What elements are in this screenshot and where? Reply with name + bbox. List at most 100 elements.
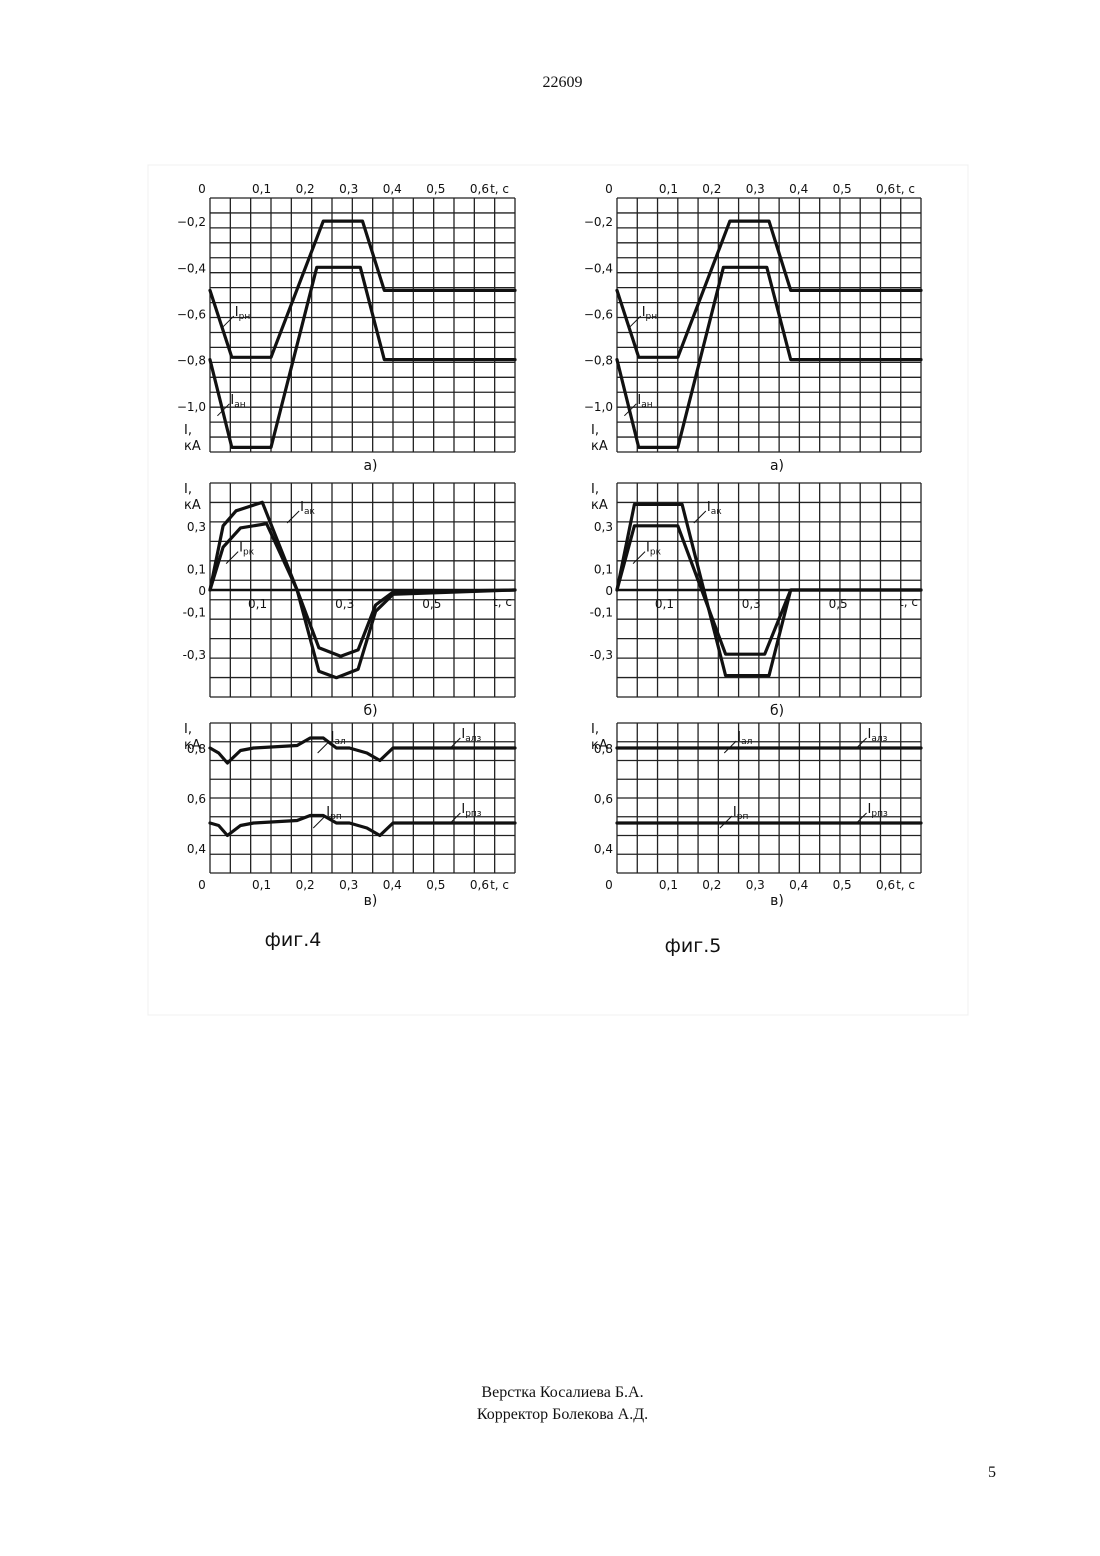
label-leader (633, 552, 645, 564)
x-tick-label: 0 (605, 878, 613, 892)
y-tick-label: −1,0 (177, 400, 206, 414)
page-number: 5 (988, 1464, 996, 1482)
x-tick-label: 0 (605, 182, 613, 196)
x-tick-label: 0,6 (876, 878, 895, 892)
grid (617, 198, 921, 452)
y-tick-label: 0 (605, 584, 613, 598)
panel-a: 00,10,20,30,40,50,6t, с−0,2−0,4−0,6−0,8−… (177, 182, 515, 474)
y-axis-unit: кА (591, 738, 608, 753)
x-tick-label: 0 (198, 878, 206, 892)
credit-proofreader: Корректор Болекова А.Д. (0, 1404, 1100, 1426)
y-axis-label: I, (591, 482, 599, 497)
x-tick-label: 0,4 (383, 878, 402, 892)
x-tick-label: 0,3 (746, 182, 765, 196)
y-tick-label: 0,3 (187, 520, 206, 534)
panel-caption: в) (364, 893, 378, 909)
x-tick-label: 0,4 (383, 182, 402, 196)
label-leader (694, 511, 706, 523)
series-line (617, 221, 921, 357)
panel-caption: б) (770, 703, 784, 719)
y-axis-unit: кА (591, 439, 608, 454)
x-axis-label: t, с (490, 878, 509, 892)
grid (617, 723, 921, 873)
series-line (210, 221, 515, 357)
y-tick-label: −1,0 (584, 400, 613, 414)
y-tick-label: −0,8 (584, 354, 613, 368)
credits-block: Верстка Косалиева Б.А. Корректор Болеков… (0, 1382, 1100, 1426)
y-tick-label: 0 (198, 584, 206, 598)
x-axis-label: t, с (899, 595, 918, 609)
y-axis-label: I, (591, 423, 599, 438)
x-tick-label: 0,4 (789, 878, 808, 892)
series-label: Iан (637, 393, 652, 410)
series-label: Iал (737, 730, 752, 747)
series-label: Iрн (642, 305, 658, 322)
x-tick-label: 0,2 (296, 878, 315, 892)
y-tick-label: −0,2 (584, 215, 613, 229)
x-tick-label: 0,5 (833, 878, 852, 892)
y-tick-label: −0,4 (584, 261, 613, 275)
x-tick-label: 0,1 (248, 597, 267, 611)
reference-label: Iалз (461, 727, 481, 744)
label-leader (226, 552, 238, 564)
y-tick-label: −0,6 (584, 307, 613, 321)
y-tick-label: −0,2 (177, 215, 206, 229)
panel-caption: б) (363, 703, 377, 719)
label-leader (287, 511, 299, 523)
x-tick-label: 0,5 (829, 597, 848, 611)
y-tick-label: 0,3 (594, 520, 613, 534)
credit-typesetting: Верстка Косалиева Б.А. (0, 1382, 1100, 1404)
panel-caption: а) (363, 458, 377, 474)
panel-b: 0,10,30,5t, с0,30,10-0,1-0,3I,кАб)IакIрк (183, 482, 515, 719)
x-tick-label: 0,3 (335, 597, 354, 611)
y-axis-label: I, (184, 423, 192, 438)
panel-a: 0 0,1 0,2 0,3 0,4 0,5 0,6t, с −0,2 −0,4 −0,6 −0,8 −… (584, 182, 921, 474)
y-tick-label: −0,8 (177, 354, 206, 368)
x-axis-label: t, с (493, 595, 512, 609)
reference-label: Iрпз (461, 802, 481, 819)
x-tick-label: 0,5 (426, 878, 445, 892)
x-tick-label: 0,5 (426, 182, 445, 196)
x-tick-label: 0,3 (339, 182, 358, 196)
x-tick-label: 0,5 (422, 597, 441, 611)
x-axis-label: t, с (490, 182, 509, 196)
y-axis-label: I, (184, 482, 192, 497)
x-tick-label: 0,1 (252, 878, 271, 892)
x-tick-label: 0,1 (659, 182, 678, 196)
x-tick-label: 0,1 (252, 182, 271, 196)
y-axis-label: I, (591, 722, 599, 737)
series-label: Iан (230, 393, 245, 410)
y-tick-label: 0,1 (594, 563, 613, 577)
y-axis-unit: кА (184, 439, 201, 454)
panel-v: 00,10,20,30,40,50,6t, с0,80,60,4I,кАв)Iа… (591, 722, 921, 909)
series-label: Iрк (646, 541, 662, 558)
x-tick-label: 0,6 (470, 182, 489, 196)
y-axis-unit: кА (184, 738, 201, 753)
x-tick-label: 0,6 (876, 182, 895, 196)
x-tick-label: 0,2 (702, 878, 721, 892)
x-tick-label: 0,1 (655, 597, 674, 611)
series-label: Iал (331, 730, 346, 747)
x-tick-label: 0,3 (339, 878, 358, 892)
x-tick-label: 0,1 (659, 878, 678, 892)
y-tick-label: 0,4 (594, 842, 613, 856)
reference-label: Iрпз (868, 802, 888, 819)
y-tick-label: 0,4 (187, 842, 206, 856)
x-tick-label: 0,2 (702, 182, 721, 196)
x-tick-label: 0,4 (789, 182, 808, 196)
y-tick-label: -0,1 (183, 605, 206, 619)
x-axis-label: t, с (896, 878, 915, 892)
grid (210, 198, 515, 452)
x-tick-label: 0,6 (470, 878, 489, 892)
x-axis-label: t, с (896, 182, 915, 196)
panel-caption: а) (770, 458, 784, 474)
x-tick-label: 0,5 (833, 182, 852, 196)
label-leader (313, 816, 325, 828)
x-tick-label: 0 (198, 182, 206, 196)
y-tick-label: −0,4 (177, 261, 206, 275)
reference-label: Iалз (868, 727, 888, 744)
x-tick-label: 0,3 (746, 878, 765, 892)
panel-b: 0,10,30,5t, с0,30,10-0,1-0,3I,кАб)IакIрк (590, 482, 921, 719)
figure-label: фиг.4 (265, 929, 322, 951)
panel-caption: в) (770, 893, 784, 909)
